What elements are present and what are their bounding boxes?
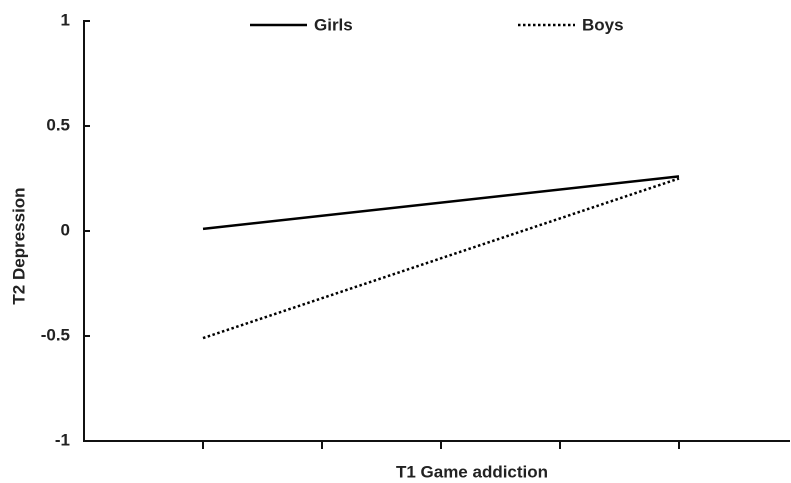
line-series: [202, 177, 680, 340]
x-axis-title: T1 Game addiction: [396, 462, 548, 481]
y-tick-label: 0.5: [46, 115, 70, 134]
line-series: [202, 175, 680, 231]
legend-label: Girls: [314, 15, 353, 34]
y-tick-label: 0: [61, 220, 70, 239]
y-tick-label: 1: [61, 10, 70, 29]
y-tick-label: -1: [55, 430, 70, 449]
y-tick-label: -0.5: [41, 325, 70, 344]
y-axis-title: T2 Depression: [9, 187, 28, 304]
legend-label: Boys: [582, 15, 624, 34]
